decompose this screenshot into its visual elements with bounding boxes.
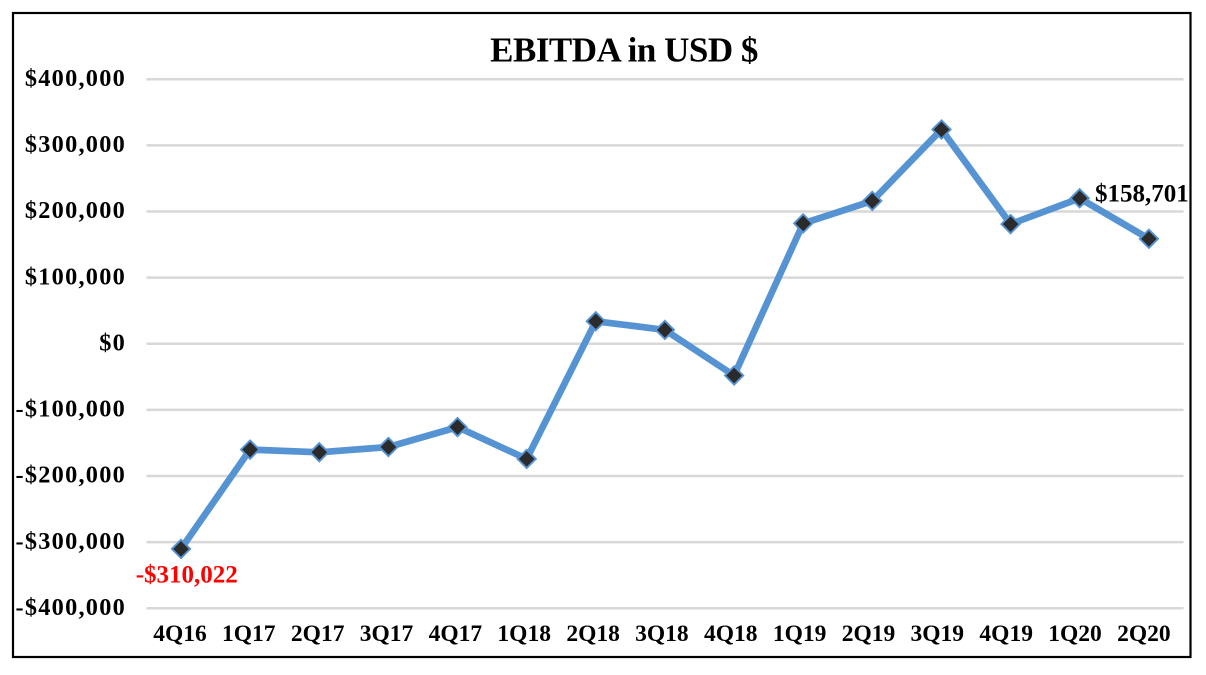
svg-text:$100,000: $100,000 (25, 263, 126, 290)
svg-text:-$200,000: -$200,000 (16, 462, 126, 489)
svg-text:$300,000: $300,000 (25, 131, 126, 158)
svg-text:$400,000: $400,000 (25, 65, 126, 92)
svg-text:-$310,022: -$310,022 (136, 561, 238, 588)
svg-text:2Q19: 2Q19 (842, 621, 896, 647)
svg-text:3Q17: 3Q17 (360, 621, 414, 647)
svg-text:-$100,000: -$100,000 (16, 396, 126, 423)
svg-text:1Q18: 1Q18 (497, 621, 551, 647)
svg-text:1Q20: 1Q20 (1048, 621, 1102, 647)
svg-text:-$300,000: -$300,000 (16, 528, 126, 555)
svg-text:2Q18: 2Q18 (566, 621, 620, 647)
svg-text:4Q19: 4Q19 (979, 621, 1033, 647)
svg-text:2Q20: 2Q20 (1117, 621, 1171, 647)
svg-text:4Q18: 4Q18 (704, 621, 758, 647)
svg-text:4Q16: 4Q16 (153, 621, 207, 647)
svg-text:$0: $0 (99, 330, 126, 357)
svg-text:EBITDA in USD $: EBITDA in USD $ (490, 31, 758, 70)
svg-text:4Q17: 4Q17 (429, 621, 483, 647)
svg-text:1Q17: 1Q17 (222, 621, 276, 647)
svg-text:3Q19: 3Q19 (911, 621, 965, 647)
svg-text:$158,701: $158,701 (1095, 181, 1189, 208)
svg-text:2Q17: 2Q17 (291, 621, 345, 647)
svg-text:$200,000: $200,000 (25, 197, 126, 224)
svg-text:-$400,000: -$400,000 (16, 594, 126, 621)
svg-text:1Q19: 1Q19 (773, 621, 827, 647)
svg-text:3Q18: 3Q18 (635, 621, 689, 647)
